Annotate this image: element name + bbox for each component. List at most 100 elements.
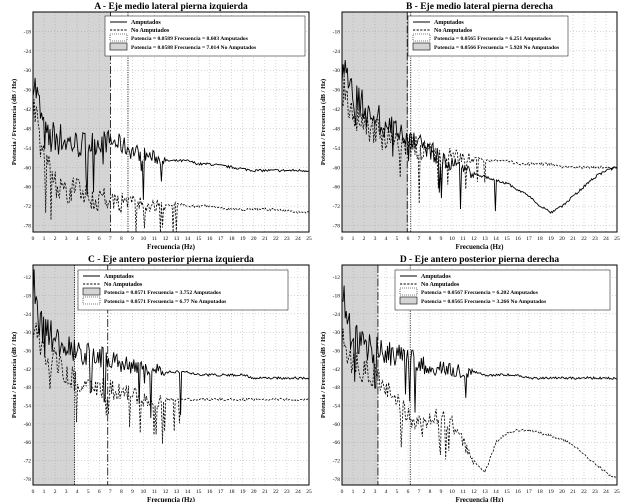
y-tick-label: -78 [24,224,32,230]
x-tick-label: 5 [396,489,399,495]
series-line [32,99,310,233]
x-axis-label: Frecuencia (Hz) [456,243,505,251]
legend-entry: Amputados [131,20,161,26]
x-tick-label: 14 [185,489,191,495]
x-tick-label: 7 [418,489,421,495]
x-tick-label: 9 [131,489,134,495]
y-tick-label: -12 [333,275,341,281]
x-tick-label: 19 [240,489,246,495]
x-tick-label: 3 [65,489,68,495]
x-tick-label: 0 [341,489,344,495]
x-tick-label: 22 [273,236,279,242]
x-tick-label: 20 [559,236,565,242]
x-tick-label: 4 [385,236,388,242]
y-tick-label: -30 [333,68,341,74]
y-tick-label: -72 [333,459,341,465]
y-tick-label: -78 [333,224,341,230]
y-tick-label: -78 [333,477,341,483]
legend-entry: Amputados [421,274,451,280]
x-tick-label: 1 [352,489,355,495]
y-tick-label: -72 [333,204,341,210]
x-tick-label: 10 [449,489,455,495]
x-tick-label: 4 [76,236,79,242]
y-tick-label: -36 [24,349,32,355]
legend-annotation-swatch [82,287,101,296]
y-tick-label: -24 [24,49,32,55]
x-tick-label: 4 [76,489,79,495]
legend-annotation: Potencia = 0.0571 Frecuencia = 6.77 No A… [104,299,227,305]
legend-entry: Amputados [434,20,464,26]
series-line [341,59,618,214]
x-axis-label: Frecuencia (Hz) [147,496,196,502]
y-tick-label: -42 [333,367,341,373]
y-tick-label: -30 [24,330,32,336]
x-tick-label: 13 [174,489,180,495]
y-tick-label: -54 [333,146,341,152]
x-tick-label: 10 [449,236,455,242]
x-tick-label: 25 [306,489,312,495]
legend-annotation-swatch [399,287,418,296]
x-tick-label: 6 [98,489,101,495]
x-tick-label: 21 [570,236,576,242]
series-line [341,285,618,413]
x-tick-label: 0 [341,236,344,242]
x-tick-label: 1 [352,236,355,242]
x-tick-label: 22 [273,489,279,495]
x-tick-label: 6 [98,236,101,242]
y-tick-label: -60 [333,422,341,428]
legend-annotation: Potencia = 0.0567 Frecuencia = 6.202 Amp… [421,290,539,296]
legend: Amputados No Amputados Potencia = 0.0571 F… [77,269,289,311]
x-tick-label: 10 [141,489,147,495]
legend-annotation-swatch [82,296,101,305]
x-tick-label: 5 [87,489,90,495]
x-tick-label: 20 [251,489,257,495]
x-tick-label: 7 [109,236,112,242]
legend-entry: No Amputados [104,282,143,288]
legend-annotation: Potencia = 0.0589 Frecuencia = 8.603 Amp… [131,36,249,42]
x-tick-label: 8 [429,236,432,242]
x-tick-label: 2 [54,489,57,495]
legend-entry: Amputados [104,274,134,280]
legend-annotation: Potencia = 0.0565 Frecuencia = 3.266 No … [421,299,547,305]
y-tick-label: -78 [24,477,32,483]
x-tick-label: 20 [559,489,565,495]
legend-box [104,15,306,57]
chart-title: A - Eje medio lateral pierna izquierda [94,2,248,12]
chart-title: C - Eje antero posterior pierna izquierd… [88,255,254,265]
series-line [32,77,310,200]
y-tick-label: -24 [333,312,341,318]
chart-title: B - Eje medio lateral pierna derecha [406,2,553,12]
chart-panel: 0 1 2 3 4 5 6 7 8 9 10 11 12 13 14 15 16 17 18 19 20 21 22 23 24… [320,255,620,502]
legend-box [407,15,569,57]
x-tick-label: 21 [262,236,268,242]
x-tick-label: 14 [493,236,499,242]
x-tick-label: 12 [163,236,169,242]
x-tick-label: 22 [581,236,587,242]
legend-entry: No Amputados [131,28,170,34]
legend: Amputados No Amputados Potencia = 0.0589 F… [104,15,306,57]
y-tick-label: -42 [24,367,32,373]
y-tick-label: -42 [24,107,32,113]
y-tick-label: -60 [333,165,341,171]
y-tick-label: -48 [333,126,341,132]
legend-annotation-swatch [412,42,431,51]
series-line [341,328,617,479]
x-tick-label: 23 [284,236,290,242]
x-tick-label: 19 [240,236,246,242]
x-tick-label: 17 [218,489,224,495]
x-tick-label: 18 [229,236,235,242]
x-tick-label: 3 [65,236,68,242]
x-tick-label: 2 [363,236,366,242]
x-tick-label: 25 [614,236,620,242]
x-tick-label: 4 [385,489,388,495]
y-tick-label: -18 [24,294,32,300]
y-tick-label: -18 [24,29,32,35]
x-tick-label: 11 [460,489,466,495]
x-tick-label: 1 [43,489,46,495]
y-tick-label: -48 [24,385,32,391]
y-tick-label: -54 [24,146,32,152]
chart-panel: 0 1 2 3 4 5 6 7 8 9 10 11 12 13 14 15 16 17 18 19 20 21 22 23 24… [11,255,312,502]
x-tick-label: 0 [32,489,35,495]
x-tick-label: 20 [251,236,257,242]
